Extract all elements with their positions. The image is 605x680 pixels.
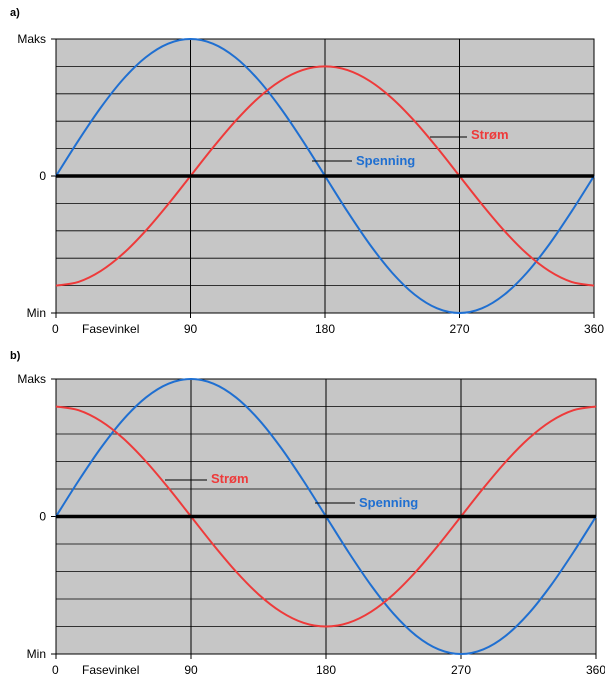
series-line-strom	[55, 65, 595, 287]
x-tick-label: 90	[184, 663, 198, 677]
annotation-label: Strøm	[211, 471, 249, 486]
x-tick-label: 0	[52, 322, 59, 336]
chart-panel-b: b) Min 0 Maks 0 90 180 270 360 Fasevinkel Strøm Spe…	[10, 350, 605, 677]
y-tick-label: Min	[27, 647, 46, 661]
panel-label: b)	[10, 350, 21, 362]
x-tick-label: 0	[52, 663, 59, 677]
y-tick-label: Maks	[17, 32, 46, 46]
x-tick-label: 360	[584, 322, 604, 336]
annotation-label: Spenning	[359, 495, 418, 510]
chart-panel-a: a) Min 0 Maks 0 90 180 270 360 Fasevinkel Strøm Spe…	[10, 7, 604, 336]
x-tick-label: 180	[316, 663, 336, 677]
x-tick-label: 180	[315, 322, 335, 336]
x-tick-label: 90	[184, 322, 198, 336]
annotation-label: Strøm	[471, 127, 509, 142]
series-line-strom	[55, 405, 597, 628]
y-tick-label: Maks	[17, 372, 46, 386]
x-tick-label: 360	[586, 663, 605, 677]
x-axis-label: Fasevinkel	[82, 322, 139, 336]
x-axis-label: Fasevinkel	[82, 663, 139, 677]
panel-label: a)	[10, 7, 20, 19]
annotation-label: Spenning	[356, 153, 415, 168]
x-tick-label: 270	[449, 322, 469, 336]
y-tick-label: 0	[39, 510, 46, 524]
x-tick-label: 270	[451, 663, 471, 677]
y-tick-label: Min	[27, 306, 46, 320]
y-tick-label: 0	[39, 169, 46, 183]
